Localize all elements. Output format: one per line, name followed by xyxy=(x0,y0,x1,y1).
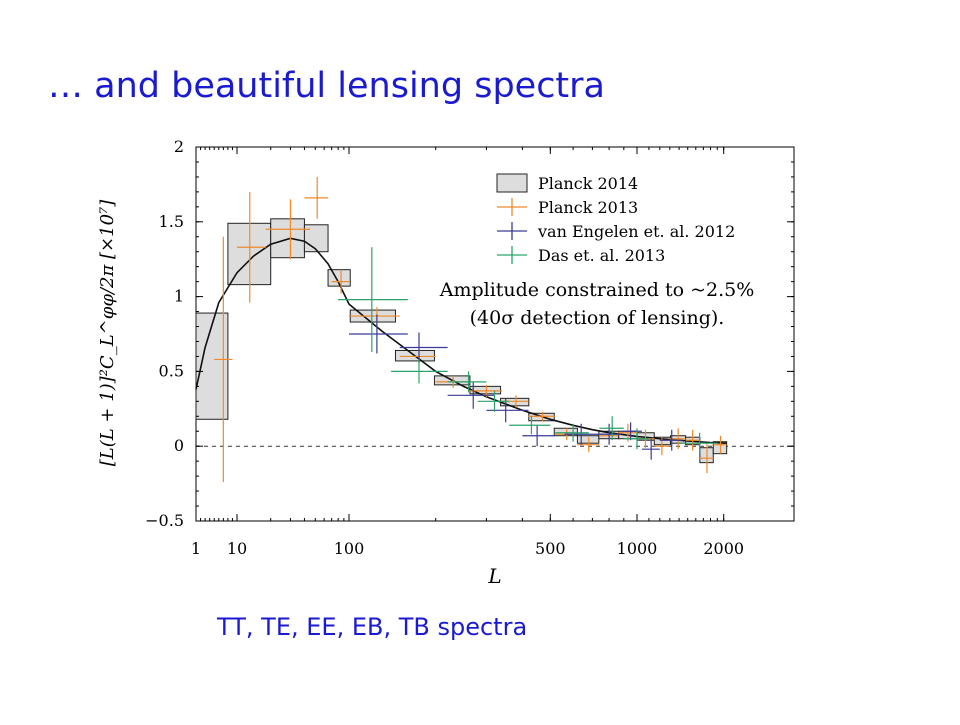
x-tick-label: 1 xyxy=(191,539,201,558)
y-tick-label: 0 xyxy=(174,436,184,455)
planck-2014-box xyxy=(500,397,530,407)
legend-label: Planck 2013 xyxy=(538,198,638,217)
planck-2014-box xyxy=(553,427,578,437)
slide-title: … and beautiful lensing spectra xyxy=(48,66,605,106)
y-tick-label: 2 xyxy=(174,137,184,156)
planck-2014-box xyxy=(270,218,305,259)
plot-area-border xyxy=(195,146,795,522)
annotation: Amplitude constrained to ~2.5% (40σ detec… xyxy=(439,279,755,329)
legend-label: Das et. al. 2013 xyxy=(538,246,665,265)
annotation-line: (40σ detection of lensing). xyxy=(470,307,725,329)
x-tick-label: 500 xyxy=(535,539,566,558)
x-tick-label: 1000 xyxy=(617,539,658,558)
y-tick-label: 1 xyxy=(174,287,184,306)
legend-swatch-box xyxy=(496,173,528,193)
legend-label: van Engelen et. al. 2012 xyxy=(537,222,735,241)
theory-curve-line xyxy=(195,237,727,444)
legend: Planck 2014 Planck 2013 van Engelen et. al… xyxy=(496,173,735,265)
planck-2014-box xyxy=(469,385,502,395)
y-tick-label: 0.5 xyxy=(159,361,184,380)
theory-curve xyxy=(195,237,727,444)
annotation-line: Amplitude constrained to ~2.5% xyxy=(439,279,755,301)
x-tick-label: 2000 xyxy=(703,539,744,558)
axis-ticks: −0.5 0 0.5 1 1.5 2 1 10 100 500 1000 2000 xyxy=(145,137,794,558)
planck-2014-box xyxy=(576,435,600,444)
x-axis-label: L xyxy=(487,564,501,588)
plot-frame xyxy=(195,146,795,522)
y-tick-label: −0.5 xyxy=(145,511,184,530)
y-tick-label: 1.5 xyxy=(159,212,184,231)
y-axis-label: [L(L + 1)]²C_L^φφ/2π [×10⁷] xyxy=(97,199,118,466)
errorbar-series xyxy=(214,176,727,483)
slide-caption: TT, TE, EE, EB, TB spectra xyxy=(217,613,528,641)
legend-label: Planck 2014 xyxy=(538,174,638,193)
x-tick-label: 100 xyxy=(334,539,365,558)
x-tick-label: 10 xyxy=(227,539,247,558)
